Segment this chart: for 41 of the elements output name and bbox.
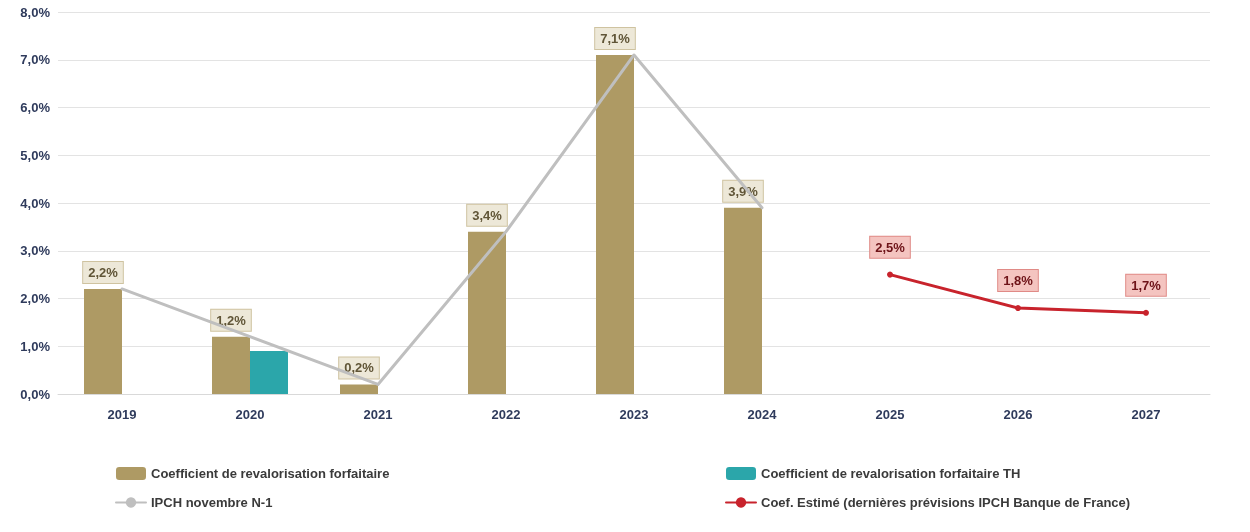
legend-label: Coefficient de revalorisation forfaitaire bbox=[151, 466, 390, 481]
legend-label: Coef. Estimé (dernières prévisions IPCH Banque de France) bbox=[761, 495, 1131, 510]
y-tick-label: 2,0% bbox=[20, 291, 51, 306]
x-tick-label: 2027 bbox=[1131, 407, 1161, 422]
data-label: 2,5% bbox=[875, 239, 906, 255]
y-tick-label: 7,0% bbox=[20, 52, 51, 68]
bar bbox=[212, 336, 250, 394]
y-tick-label: 4,0% bbox=[20, 195, 51, 211]
bar bbox=[84, 288, 122, 394]
y-tick-label: 1,0% bbox=[20, 338, 51, 354]
x-tick-label: 2021 bbox=[363, 407, 393, 422]
bar bbox=[250, 351, 288, 394]
x-tick-label: 2025 bbox=[875, 407, 905, 422]
bar bbox=[724, 207, 762, 394]
legend-label: IPCH novembre N-1 bbox=[151, 495, 273, 510]
bar bbox=[468, 231, 506, 394]
x-tick-label: 2024 bbox=[747, 407, 778, 422]
data-label: 7,1% bbox=[600, 30, 631, 46]
legend-label: Coefficient de revalorisation forfaitaire TH bbox=[761, 466, 1021, 481]
bar bbox=[340, 384, 378, 394]
x-tick-label: 2020 bbox=[235, 407, 265, 422]
x-tick-label: 2023 bbox=[619, 407, 649, 422]
data-label: 3,4% bbox=[472, 207, 503, 223]
point bbox=[1015, 305, 1021, 312]
x-tick-label: 2022 bbox=[491, 407, 521, 422]
bar bbox=[596, 54, 634, 394]
y-tick-label: 3,0% bbox=[20, 243, 51, 259]
data-label: 1,7% bbox=[1131, 277, 1162, 293]
y-tick-label: 6,0% bbox=[20, 100, 51, 115]
point bbox=[1143, 309, 1149, 316]
data-label: 1,2% bbox=[216, 312, 247, 328]
y-tick-label: 5,0% bbox=[20, 147, 51, 163]
y-tick-label: 0,0% bbox=[20, 386, 51, 402]
x-tick-label: 2019 bbox=[107, 407, 137, 422]
point bbox=[887, 271, 893, 278]
x-tick-label: 2026 bbox=[1003, 407, 1033, 422]
line-series bbox=[120, 53, 764, 386]
data-label: 2,2% bbox=[88, 264, 119, 280]
data-label: 1,8% bbox=[1003, 273, 1034, 289]
data-label: 0,2% bbox=[344, 360, 375, 376]
y-tick-label: 8,0% bbox=[20, 4, 51, 20]
